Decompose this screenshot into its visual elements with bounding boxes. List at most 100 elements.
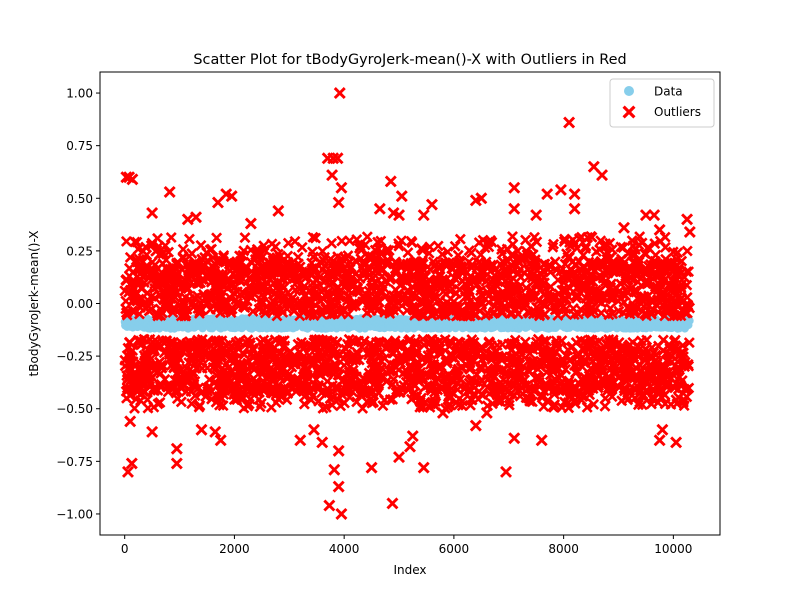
outlier-point [495, 259, 507, 271]
outlier-point [547, 401, 559, 413]
outlier-point [504, 388, 516, 400]
outlier-point [259, 244, 271, 256]
outlier-point [143, 295, 155, 307]
outlier-point [372, 387, 384, 399]
outlier-point [640, 266, 652, 278]
outlier-point [227, 268, 239, 280]
outlier-point [535, 434, 548, 447]
outlier-point [331, 266, 343, 278]
outlier-point [229, 352, 241, 364]
outlier-point [515, 343, 527, 355]
x-tick-label: 10000 [654, 542, 692, 556]
outlier-point [247, 344, 259, 356]
y-tick-label: 0.00 [66, 297, 93, 311]
outlier-point [282, 287, 294, 299]
outlier-point [681, 245, 693, 257]
outlier-point [639, 209, 652, 222]
outlier-point [206, 243, 218, 255]
outlier-point [170, 442, 183, 455]
outlier-point [639, 247, 651, 259]
outlier-point [520, 392, 532, 404]
data-point [685, 316, 694, 325]
outlier-point [599, 400, 611, 412]
outlier-point [272, 204, 285, 217]
outlier-point [655, 290, 667, 302]
outlier-point [653, 386, 665, 398]
outlier-point [124, 415, 137, 428]
outlier-point [384, 175, 397, 188]
outlier-point [615, 365, 627, 377]
outlier-point [447, 257, 459, 269]
outlier-point [473, 237, 485, 249]
outlier-point [628, 392, 641, 405]
outlier-point [529, 254, 541, 266]
outlier-point [562, 344, 574, 356]
outlier-point [522, 306, 534, 318]
outlier-point [678, 393, 690, 405]
outlier-point [361, 307, 373, 319]
outlier-point [210, 369, 222, 381]
outlier-point [245, 274, 257, 286]
outlier-point [373, 296, 385, 308]
outlier-point [494, 268, 506, 280]
outlier-point [553, 294, 565, 306]
outlier-point [435, 259, 447, 271]
outlier-point [612, 350, 624, 362]
outlier-point [322, 303, 334, 315]
outlier-point [247, 283, 259, 295]
outlier-point [175, 396, 187, 408]
outlier-point [466, 259, 478, 271]
outlier-point [425, 382, 437, 394]
outlier-point [585, 230, 597, 242]
outlier-point [235, 256, 247, 268]
outlier-point [536, 392, 548, 404]
outlier-point [301, 362, 313, 374]
outlier-point [320, 357, 332, 369]
outlier-point [508, 351, 520, 363]
outlier-point [163, 185, 176, 198]
outlier-point [383, 245, 395, 257]
outlier-point [506, 370, 518, 382]
outlier-point [393, 451, 406, 464]
outlier-point [253, 303, 265, 315]
outlier-point [175, 310, 187, 322]
outlier-point [648, 209, 661, 222]
outlier-point [370, 372, 382, 384]
outlier-point [616, 395, 628, 407]
outlier-point [187, 297, 199, 309]
outlier-point [436, 248, 448, 260]
outlier-point [193, 258, 205, 270]
outlier-point [630, 362, 642, 374]
outlier-point [671, 281, 683, 293]
outlier-point [507, 238, 519, 250]
outlier-point [489, 384, 501, 396]
outlier-point [279, 340, 291, 352]
legend: Data Outliers [609, 78, 715, 128]
outlier-point [599, 348, 611, 360]
outlier-point [498, 289, 510, 301]
outlier-point [593, 290, 605, 302]
outlier-point [512, 252, 524, 264]
outlier-point [278, 293, 290, 305]
outlier-point [184, 336, 196, 348]
outlier-point [149, 338, 161, 350]
outlier-point [641, 274, 653, 286]
outlier-point [452, 249, 464, 261]
outlier-point [181, 213, 194, 226]
outlier-point [148, 385, 160, 397]
outlier-point [270, 385, 282, 397]
outlier-point [656, 423, 669, 436]
outlier-point [177, 252, 189, 264]
outlier-point [336, 235, 348, 247]
outlier-point [674, 353, 686, 365]
outlier-point [409, 338, 421, 350]
outlier-point [344, 373, 356, 385]
outlier-point [127, 356, 139, 368]
outlier-point [452, 384, 464, 396]
outlier-point [185, 385, 197, 397]
outlier-point [152, 262, 164, 274]
outlier-point [612, 348, 624, 360]
outlier-point [294, 434, 307, 447]
outlier-point [134, 264, 146, 276]
outlier-point [357, 296, 369, 308]
